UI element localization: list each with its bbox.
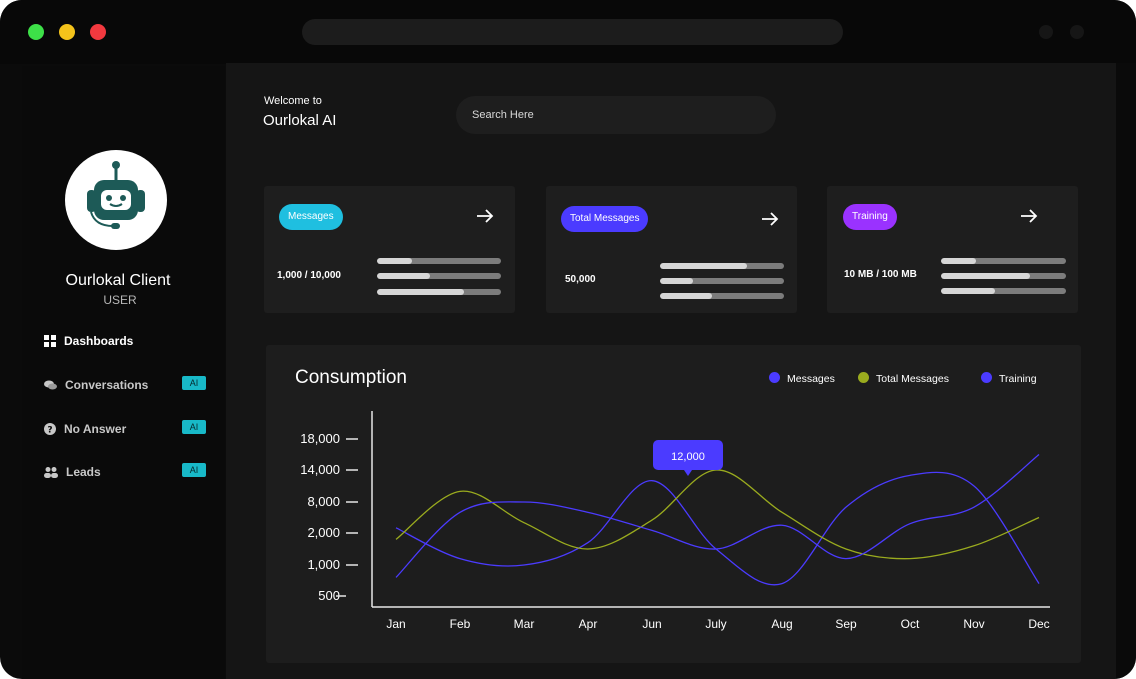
card-label: Training xyxy=(843,204,897,230)
robot-icon xyxy=(87,161,145,229)
training-card[interactable]: Training 10 MB / 100 MB xyxy=(827,186,1078,313)
progress-fill xyxy=(941,273,1030,279)
legend-swatch xyxy=(981,372,992,383)
series-line-training xyxy=(395,453,1040,578)
progress-bar xyxy=(660,263,784,269)
x-tick-label: July xyxy=(705,617,726,631)
sidebar-item-dashboards[interactable]: Dashboards xyxy=(44,331,133,351)
series-line-messages xyxy=(395,471,1040,586)
ai-badge: AI xyxy=(182,376,206,390)
chat-icon xyxy=(44,380,57,390)
question-icon: ? xyxy=(44,423,56,435)
progress-fill xyxy=(941,288,995,294)
sidebar-item-no-answer[interactable]: ? No Answer xyxy=(44,419,126,439)
x-tick-label: Mar xyxy=(514,617,535,631)
x-tick-label: Apr xyxy=(579,617,598,631)
progress-fill xyxy=(377,258,412,264)
tooltip-pointer xyxy=(684,470,692,476)
card-label: Messages xyxy=(279,204,343,230)
x-tick-label: Sep xyxy=(835,617,857,631)
sidebar-item-label: No Answer xyxy=(64,422,127,436)
grid-icon xyxy=(44,335,56,347)
progress-fill xyxy=(660,293,713,299)
legend-label: Training xyxy=(999,373,1037,385)
title-bar xyxy=(0,0,1136,64)
progress-bar xyxy=(941,273,1066,279)
svg-text:?: ? xyxy=(47,426,52,436)
progress-bar xyxy=(377,258,501,264)
tooltip-box xyxy=(653,440,723,470)
avatar[interactable] xyxy=(65,150,167,250)
progress-bar xyxy=(377,289,501,295)
arrow-right-icon[interactable] xyxy=(1020,196,1038,236)
progress-bar xyxy=(377,273,501,279)
y-tick-label: 8,000 xyxy=(307,494,340,509)
x-tick-label: Nov xyxy=(963,617,984,631)
y-tick-label: 18,000 xyxy=(300,431,340,446)
legend-label: Messages xyxy=(787,373,835,385)
maximize-button[interactable] xyxy=(28,24,44,40)
app-title: Ourlokal AI xyxy=(263,112,337,129)
series-line-total-messages xyxy=(395,469,1040,560)
legend-swatch xyxy=(858,372,869,383)
card-value: 10 MB / 100 MB xyxy=(844,269,917,280)
users-icon xyxy=(44,467,58,478)
messages-card[interactable]: Messages 1,000 / 10,000 xyxy=(264,186,515,313)
x-tick-label: Oct xyxy=(901,617,920,631)
legend-swatch xyxy=(769,372,780,383)
progress-fill xyxy=(377,273,431,279)
user-name: Ourlokal Client xyxy=(65,272,171,289)
chart-title: Consumption xyxy=(295,367,407,388)
consumption-chart: 500 1,000 2,000 8,000 14,000 18,000 Jan Feb Mar A… xyxy=(300,372,1050,631)
total-messages-card[interactable]: Total Messages 50,000 xyxy=(546,186,797,313)
window-control-dot[interactable] xyxy=(1070,25,1084,39)
card-label: Total Messages xyxy=(561,206,649,232)
progress-bar xyxy=(660,293,784,299)
minimize-button[interactable] xyxy=(59,24,75,40)
x-tick-label: Aug xyxy=(771,617,792,631)
x-tick-label: Jan xyxy=(386,617,405,631)
y-tick-label: 500 xyxy=(318,588,340,603)
progress-bar xyxy=(660,278,784,284)
close-button[interactable] xyxy=(90,24,106,40)
progress-fill xyxy=(377,289,464,295)
consumption-panel: Consumption 500 1,000 2,000 8,000 14,000 18,0… xyxy=(266,345,1081,663)
sidebar-item-conversations[interactable]: Conversations xyxy=(44,375,148,395)
progress-fill xyxy=(660,263,747,269)
arrow-right-icon[interactable] xyxy=(761,199,779,239)
welcome-label: Welcome to xyxy=(264,95,322,107)
progress-bar xyxy=(941,258,1066,264)
card-value: 1,000 / 10,000 xyxy=(277,270,341,281)
ai-badge: AI xyxy=(182,463,206,477)
y-tick-label: 14,000 xyxy=(300,462,340,477)
x-tick-label: Jun xyxy=(642,617,661,631)
card-value: 50,000 xyxy=(565,274,596,285)
legend-label: Total Messages xyxy=(876,373,949,385)
sidebar-item-label: Leads xyxy=(66,465,101,479)
tooltip-label: 12,000 xyxy=(671,451,705,463)
sidebar-item-leads[interactable]: Leads xyxy=(44,462,101,482)
progress-fill xyxy=(660,278,694,284)
user-role: USER xyxy=(103,293,137,307)
window-edge xyxy=(1116,63,1136,679)
progress-bar xyxy=(941,288,1066,294)
x-tick-label: Dec xyxy=(1028,617,1049,631)
y-tick-label: 2,000 xyxy=(307,525,340,540)
progress-fill xyxy=(941,258,976,264)
x-tick-label: Feb xyxy=(450,617,471,631)
address-bar[interactable] xyxy=(302,19,843,45)
ai-badge: AI xyxy=(182,420,206,434)
sidebar-item-label: Dashboards xyxy=(64,334,134,348)
y-tick-label: 1,000 xyxy=(307,557,340,572)
window-control-dot[interactable] xyxy=(1039,25,1053,39)
arrow-right-icon[interactable] xyxy=(476,196,494,236)
search-input[interactable]: Search Here xyxy=(456,96,776,134)
sidebar-item-label: Conversations xyxy=(65,378,149,392)
